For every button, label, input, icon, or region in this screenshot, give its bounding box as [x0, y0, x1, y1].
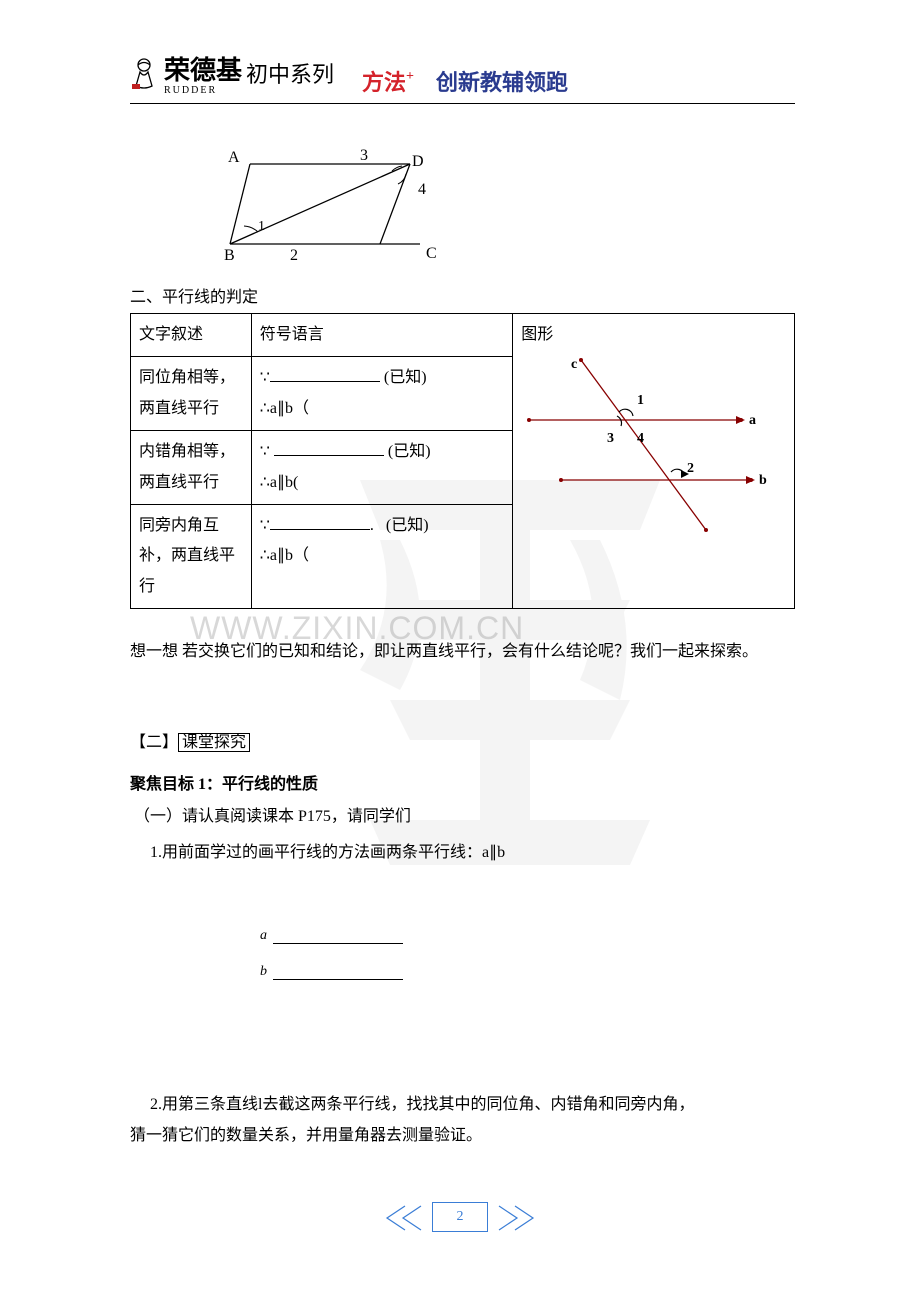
section-heading: 二、平行线的判定	[130, 283, 795, 307]
header-narrative: 文字叙述	[131, 314, 252, 357]
q2-l2: 猜一猜它们的数量关系，并用量角器去测量验证。	[130, 1121, 795, 1151]
ab-lines-diagram: a b	[260, 928, 795, 980]
therefore: ∴a∥b（	[260, 400, 309, 417]
known: (已知)	[384, 369, 427, 386]
svg-text:4: 4	[418, 181, 426, 198]
method-plus-icon: +	[406, 69, 414, 84]
q2: 2.用第三条直线l去截这两条平行线，找找其中的同位角、内错角和同旁内角，	[150, 1090, 795, 1120]
blank-line	[270, 514, 370, 530]
line-b-label: b	[260, 964, 267, 980]
known: (已知)	[388, 443, 431, 460]
narrative-l3: 行	[139, 572, 243, 602]
svg-text:4: 4	[637, 431, 644, 446]
q1: 1.用前面学过的画平行线的方法画两条平行线：a∥b	[150, 838, 795, 868]
table-header-row: 文字叙述 符号语言 图形 a	[131, 314, 795, 357]
page-header: 荣德基 RUDDER 初中系列 方法+ 创新教辅领跑	[130, 50, 795, 104]
svg-text:B: B	[224, 247, 235, 264]
therefore: ∴a∥b（	[260, 547, 309, 564]
svg-text:b: b	[759, 473, 767, 488]
header-symbol: 符号语言	[251, 314, 513, 357]
svg-text:c: c	[571, 357, 577, 372]
method-label: 方法+	[362, 65, 414, 97]
svg-text:3: 3	[360, 147, 368, 164]
focus-heading: 聚焦目标 1：平行线的性质	[130, 770, 795, 794]
think-text: 想一想 若交换它们的已知和结论，即让两直线平行，会有什么结论呢？我们一起来探索。	[130, 637, 795, 667]
svg-text:a: a	[749, 413, 756, 428]
line-a-label: a	[260, 928, 267, 944]
brand-series: 初中系列	[246, 57, 334, 89]
page-number: 2	[432, 1202, 488, 1232]
svg-text:2: 2	[687, 461, 694, 476]
page-footer: 2	[375, 1202, 545, 1242]
narrative-l2: 两直线平行	[139, 394, 243, 424]
narrative-l2: 补，两直线平	[139, 541, 243, 571]
diagram-header-label: 图形	[521, 320, 786, 350]
person-logo-icon	[130, 56, 160, 90]
because: ∵	[260, 517, 270, 534]
svg-text:D: D	[412, 153, 424, 170]
sec2-prefix: 【二】	[130, 734, 178, 751]
chevron-left-icon	[381, 1204, 425, 1232]
chevron-right-icon	[495, 1204, 539, 1232]
narrative-l1: 内错角相等，	[139, 437, 243, 467]
line-b	[273, 979, 403, 980]
svg-text:1: 1	[258, 219, 265, 234]
line-a	[273, 943, 403, 944]
svg-text:1: 1	[637, 393, 644, 408]
sec2-box: 课堂探究	[178, 733, 250, 752]
narrative-l1: 同位角相等，	[139, 363, 243, 393]
svg-text:3: 3	[607, 431, 614, 446]
brand-logo: 荣德基 RUDDER 初中系列	[130, 50, 334, 96]
q2-l1: 2.用第三条直线l去截这两条平行线，找找其中的同位角、内错角和同旁内角，	[150, 1090, 795, 1120]
header-diagram-cell: 图形 a b	[513, 314, 795, 609]
blank-line	[270, 366, 380, 382]
period: .	[370, 517, 374, 534]
because: ∵	[260, 369, 270, 386]
svg-text:2: 2	[290, 247, 298, 264]
known: (已知)	[386, 517, 429, 534]
rule-table: 文字叙述 符号语言 图形 a	[130, 313, 795, 609]
therefore: ∴a∥b(	[260, 474, 299, 491]
slogan: 创新教辅领跑	[436, 65, 568, 97]
svg-text:A: A	[228, 149, 240, 166]
section2-title: 【二】课堂探究	[130, 728, 795, 752]
blank-line	[274, 440, 384, 456]
brand-main: 荣德基	[164, 50, 242, 87]
parallelogram-diagram: A 3 D 4 1 B 2 C	[220, 144, 795, 269]
because: ∵	[260, 443, 270, 460]
svg-text:C: C	[426, 245, 437, 262]
narrative-l1: 同旁内角互	[139, 511, 243, 541]
narrative-l2: 两直线平行	[139, 468, 243, 498]
method-text: 方法	[362, 70, 406, 95]
p1: （一）请认真阅读课本 P175，请同学们	[134, 802, 795, 832]
lines-diagram: a b c	[521, 350, 771, 550]
